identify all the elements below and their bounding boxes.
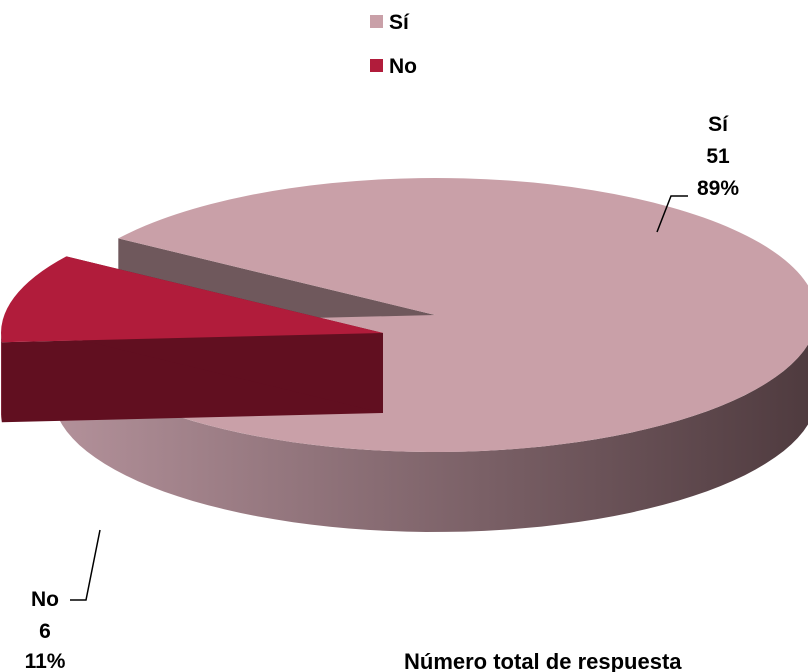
data-label-si-percent: 89%	[697, 177, 739, 200]
leader-line-no	[70, 529, 101, 601]
legend-label-si: Sí	[389, 11, 410, 34]
data-label-si-value: 51	[706, 145, 730, 168]
footer-text: Número total de respuesta	[404, 649, 682, 672]
legend-label-no: No	[389, 55, 417, 78]
pie-slice-s-side-0	[53, 324, 808, 532]
data-label-no-percent: 11%	[25, 650, 66, 672]
data-label-si: Sí 51 89%	[697, 113, 739, 200]
data-label-no: No 6 11%	[25, 588, 66, 672]
leader-line-si	[656, 195, 688, 233]
legend-swatch-si	[370, 15, 383, 28]
legend-swatch-no	[370, 59, 383, 72]
data-label-no-value: 6	[39, 620, 51, 643]
pie-marks	[1, 177, 808, 532]
legend: Sí No	[370, 11, 417, 78]
pie-slice-no	[1, 256, 383, 343]
data-label-no-name: No	[31, 588, 59, 611]
data-label-si-name: Sí	[708, 113, 729, 136]
pie-slice-no-side-0	[1, 333, 2, 423]
